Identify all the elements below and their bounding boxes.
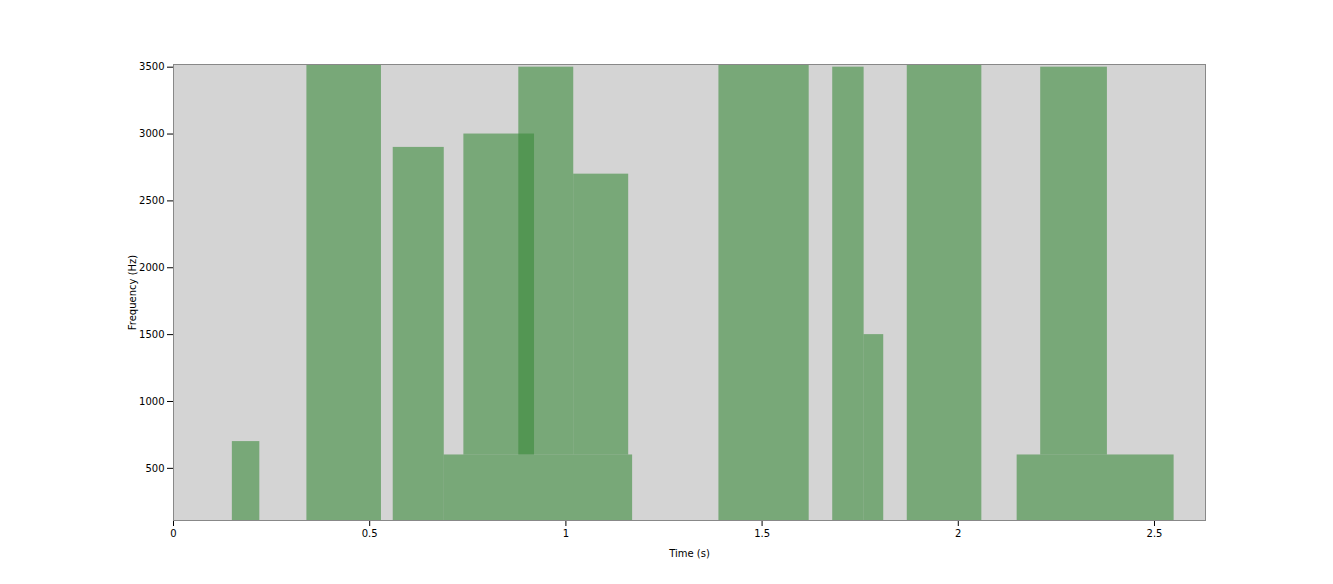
svg-text:1.5: 1.5 [754, 528, 770, 539]
svg-text:1500: 1500 [139, 329, 164, 340]
svg-text:Frequency (Hz): Frequency (Hz) [127, 255, 138, 331]
svg-text:2000: 2000 [139, 262, 164, 273]
svg-text:3000: 3000 [139, 128, 164, 139]
svg-text:2.5: 2.5 [1147, 528, 1163, 539]
svg-text:Time (s): Time (s) [668, 548, 710, 559]
svg-text:1000: 1000 [139, 396, 164, 407]
svg-text:1: 1 [563, 528, 569, 539]
svg-text:0: 0 [170, 528, 176, 539]
svg-text:500: 500 [145, 463, 164, 474]
svg-text:3500: 3500 [139, 61, 164, 72]
svg-text:2500: 2500 [139, 195, 164, 206]
svg-text:0.5: 0.5 [362, 528, 378, 539]
svg-text:2: 2 [955, 528, 961, 539]
